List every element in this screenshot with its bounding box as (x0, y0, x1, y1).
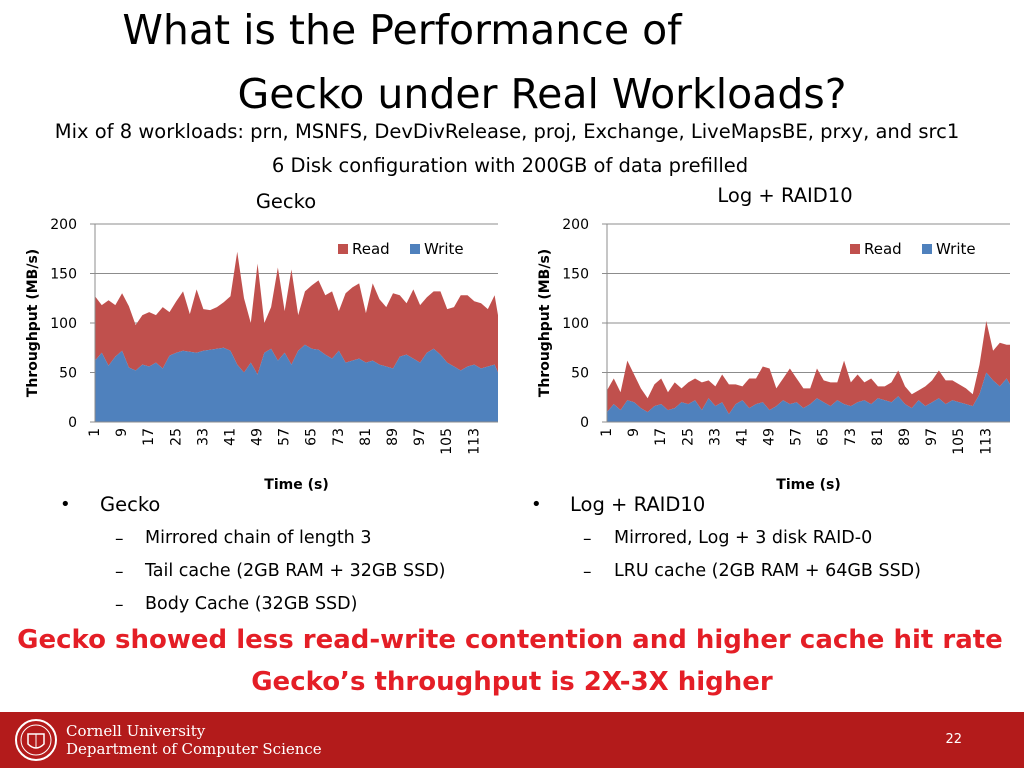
x-tick-label: 57 (277, 428, 293, 446)
write-area (95, 344, 498, 422)
university-name: Cornell University Department of Compute… (66, 722, 322, 758)
raid10-bullet-item: Mirrored, Log + 3 disk RAID-0 (614, 528, 873, 548)
x-tick-label: 41 (734, 428, 750, 446)
x-tick-label: 113 (466, 428, 482, 455)
legend-swatch (410, 244, 420, 254)
gecko-throughput-chart: Gecko 0 50 100 150 200 1 9 17 25 33 41 49 57 65 73 81 89 9… (25, 190, 498, 493)
x-tick-label: 73 (843, 428, 859, 446)
subtitle-disk-config: 6 Disk configuration with 200GB of data … (271, 154, 749, 177)
read-area (95, 251, 498, 375)
gecko-bullet-item: Tail cache (2GB RAM + 32GB SSD) (145, 561, 446, 581)
x-tick-label: 1 (87, 428, 103, 437)
chart-title: Log + RAID10 (717, 184, 852, 207)
dash-marker: – (115, 562, 124, 582)
y-axis-label: Throughput (MB/s) (537, 249, 553, 397)
university-line-2: Department of Computer Science (66, 740, 322, 758)
x-tick-label: 9 (114, 428, 130, 437)
slide-title-line-1: What is the Performance of (122, 6, 682, 54)
legend-label: Write (936, 240, 976, 258)
read-area (607, 321, 1010, 415)
cornell-seal-icon (15, 719, 57, 761)
write-area (607, 372, 1010, 422)
subtitle-workloads: Mix of 8 workloads: prn, MSNFS, DevDivRe… (54, 120, 960, 143)
x-tick-label: 97 (924, 428, 940, 446)
x-tick-label: 65 (816, 428, 832, 446)
x-tick-label: 81 (358, 428, 374, 446)
x-axis-label: Time (s) (264, 477, 328, 493)
x-tick-label: 33 (707, 428, 723, 446)
x-tick-label: 41 (222, 428, 238, 446)
university-line-1: Cornell University (66, 722, 206, 740)
x-tick-label: 73 (331, 428, 347, 446)
x-tick-label: 17 (653, 428, 669, 446)
x-axis-label: Time (s) (776, 477, 840, 493)
y-tick-label: 150 (50, 267, 77, 283)
legend-label: Write (424, 240, 464, 258)
dash-marker: – (115, 529, 124, 549)
x-tick-label: 105 (439, 428, 455, 455)
legend-swatch (922, 244, 932, 254)
x-tick-label: 105 (951, 428, 967, 455)
chart-title: Gecko (256, 190, 316, 213)
x-tick-label: 9 (626, 428, 642, 437)
raid10-bullet-heading: Log + RAID10 (570, 493, 706, 516)
dash-marker: – (583, 562, 592, 582)
legend-label: Read (352, 240, 390, 258)
x-tick-label: 89 (897, 428, 913, 446)
x-tick-label: 25 (168, 428, 184, 446)
gecko-bullet-heading: Gecko (100, 493, 161, 516)
x-tick-label: 17 (141, 428, 157, 446)
footer-bar: Cornell University Department of Compute… (0, 712, 1024, 768)
legend-swatch (850, 244, 860, 254)
x-tick-label: 49 (762, 428, 778, 446)
x-tick-label: 89 (385, 428, 401, 446)
slide-title-line-2: Gecko under Real Workloads? (237, 70, 847, 118)
x-tick-label: 25 (680, 428, 696, 446)
y-tick-label: 100 (50, 316, 77, 332)
x-tick-label: 33 (195, 428, 211, 446)
y-tick-label: 100 (562, 316, 589, 332)
x-tick-label: 81 (870, 428, 886, 446)
bullet-marker: • (531, 494, 542, 515)
y-tick-label: 0 (580, 415, 589, 431)
bullet-marker: • (60, 494, 71, 515)
y-tick-label: 200 (562, 217, 589, 233)
conclusion-line-1: Gecko showed less read-write contention … (17, 625, 1003, 655)
gecko-bullet-item: Body Cache (32GB SSD) (145, 594, 358, 614)
raid10-bullet-item: LRU cache (2GB RAM + 64GB SSD) (614, 561, 921, 581)
y-axis-label: Throughput (MB/s) (25, 249, 41, 397)
dash-marker: – (583, 529, 592, 549)
x-tick-label: 113 (978, 428, 994, 455)
x-tick-label: 57 (789, 428, 805, 446)
x-tick-label: 1 (599, 428, 615, 437)
y-tick-label: 50 (571, 366, 589, 382)
legend-swatch (338, 244, 348, 254)
conclusion-line-2: Gecko’s throughput is 2X-3X higher (251, 667, 773, 697)
y-tick-label: 50 (59, 366, 77, 382)
gecko-bullet-item: Mirrored chain of length 3 (145, 528, 372, 548)
x-tick-label: 49 (250, 428, 266, 446)
legend-label: Read (864, 240, 902, 258)
x-tick-label: 65 (304, 428, 320, 446)
y-tick-label: 150 (562, 267, 589, 283)
x-tick-label: 97 (412, 428, 428, 446)
page-number: 22 (945, 732, 962, 747)
y-tick-label: 200 (50, 217, 77, 233)
y-tick-label: 0 (68, 415, 77, 431)
dash-marker: – (115, 595, 124, 615)
log-raid10-throughput-chart: Log + RAID10 0 50 100 150 200 1 9 17 25 33 41 49 57 65… (537, 184, 1010, 493)
